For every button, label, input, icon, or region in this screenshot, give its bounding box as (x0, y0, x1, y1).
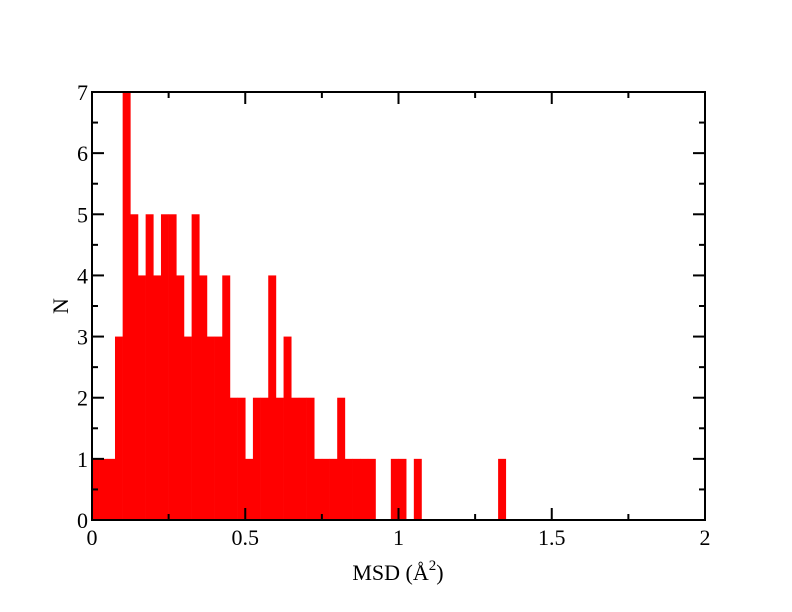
histogram-bar (329, 458, 338, 520)
histogram-bar (413, 458, 422, 520)
histogram-bar (314, 458, 323, 520)
y-tick-label: 6 (77, 141, 88, 166)
histogram-bar (398, 458, 407, 520)
histogram-bar (390, 458, 399, 520)
histogram-bar (321, 458, 330, 520)
y-tick-label: 0 (77, 508, 88, 533)
histogram-bar (268, 275, 277, 520)
ticks-group (91, 91, 706, 521)
y-tick-label: 5 (77, 202, 88, 227)
histogram-bar (176, 275, 185, 520)
y-tick-label: 4 (77, 263, 88, 288)
x-tick-label: 1 (393, 525, 404, 550)
x-tick-label: 2 (700, 525, 711, 550)
histogram-bar (360, 458, 369, 520)
histogram-bar (283, 336, 292, 520)
tick-labels-group: 0 0.5 1 1.5 2 0 1 2 3 4 5 6 7 (77, 80, 711, 550)
x-axis-label: MSD (Å2) (352, 558, 443, 585)
y-tick-label: 2 (77, 386, 88, 411)
y-axis-label: N (48, 298, 73, 314)
x-tick-label: 0 (87, 525, 98, 550)
histogram-bar (237, 397, 246, 520)
histogram-bar (168, 214, 177, 521)
histogram-bar (107, 458, 116, 520)
bars-group (92, 92, 507, 521)
histogram-bar (99, 458, 108, 520)
x-tick-label: 1.5 (538, 525, 566, 550)
histogram-bar (298, 397, 307, 520)
y-tick-label: 1 (77, 447, 88, 472)
histogram-bar (337, 397, 346, 520)
histogram-bar (367, 458, 376, 520)
histogram-bar (206, 336, 215, 520)
y-tick-label: 7 (77, 80, 88, 105)
x-axis-label-main: MSD (Å (352, 560, 429, 585)
histogram-bar (291, 397, 300, 520)
histogram-bar (229, 397, 238, 520)
histogram-bar (245, 458, 254, 520)
histogram-bar (191, 214, 200, 521)
histogram-bar (160, 214, 169, 521)
histogram-bar (275, 397, 284, 520)
histogram-bar (252, 397, 261, 520)
histogram-bar (199, 275, 208, 520)
histogram-bar (214, 336, 223, 520)
histogram-bar (222, 275, 231, 520)
histogram-bar (137, 275, 146, 520)
histogram-bar (145, 214, 154, 521)
histogram-bar (344, 458, 353, 520)
x-tick-label: 0.5 (232, 525, 260, 550)
x-axis-label-superscript: 2 (429, 558, 437, 574)
histogram-bar (498, 458, 507, 520)
histogram-bar (130, 214, 139, 521)
x-axis-label-end: ) (436, 560, 443, 585)
histogram-bar (114, 336, 123, 520)
histogram-bar (352, 458, 361, 520)
histogram-bar (260, 397, 269, 520)
histogram-bar (306, 397, 315, 520)
histogram-bar (122, 92, 131, 520)
histogram-bar (153, 275, 162, 520)
y-tick-label: 3 (77, 325, 88, 350)
histogram-bar (183, 336, 192, 520)
